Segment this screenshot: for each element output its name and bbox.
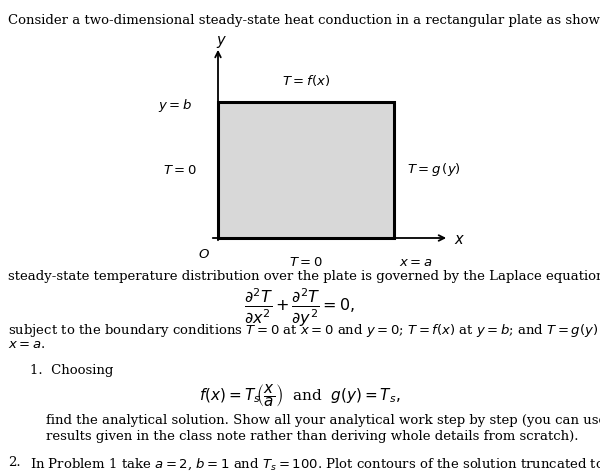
- Text: $y$: $y$: [217, 34, 227, 50]
- Text: $y=b$: $y=b$: [158, 98, 192, 115]
- Text: find the analytical solution. Show all your analytical work step by step (you ca: find the analytical solution. Show all y…: [46, 414, 600, 427]
- Text: $x$: $x$: [454, 233, 465, 247]
- Text: subject to the boundary conditions $T = 0$ at $x = 0$ and $y = 0$; $T = f(x)$ at: subject to the boundary conditions $T = …: [8, 322, 600, 339]
- Text: $\dfrac{\partial^2 T}{\partial x^2} + \dfrac{\partial^2 T}{\partial y^2} = 0,$: $\dfrac{\partial^2 T}{\partial x^2} + \d…: [244, 287, 356, 329]
- Text: In Problem 1 take $a = 2$, $b = 1$ and $T_s = 100$. Plot contours of the solutio: In Problem 1 take $a = 2$, $b = 1$ and $…: [30, 456, 600, 472]
- Text: 2.: 2.: [8, 456, 20, 469]
- Text: steady-state temperature distribution over the plate is governed by the Laplace : steady-state temperature distribution ov…: [8, 270, 600, 283]
- Text: 1.  Choosing: 1. Choosing: [30, 364, 113, 377]
- Text: $x = a$.: $x = a$.: [8, 338, 46, 351]
- Text: $x=a$: $x=a$: [399, 256, 433, 269]
- Text: $O$: $O$: [198, 247, 210, 261]
- Text: $T = 0$: $T = 0$: [163, 163, 197, 177]
- Text: $T = g\,(y)$: $T = g\,(y)$: [407, 161, 461, 178]
- Text: Consider a two-dimensional steady-state heat conduction in a rectangular plate a: Consider a two-dimensional steady-state …: [8, 14, 600, 27]
- Text: $T = 0$: $T = 0$: [289, 256, 323, 269]
- Bar: [218, 102, 394, 238]
- Text: results given in the class note rather than deriving whole details from scratch): results given in the class note rather t…: [46, 430, 578, 443]
- Text: $f(x) = T_s\!\left(\dfrac{x}{a}\right)$  and  $g(y) = T_s,$: $f(x) = T_s\!\left(\dfrac{x}{a}\right)$ …: [199, 382, 401, 409]
- Text: $T = f(x)$: $T = f(x)$: [282, 73, 330, 88]
